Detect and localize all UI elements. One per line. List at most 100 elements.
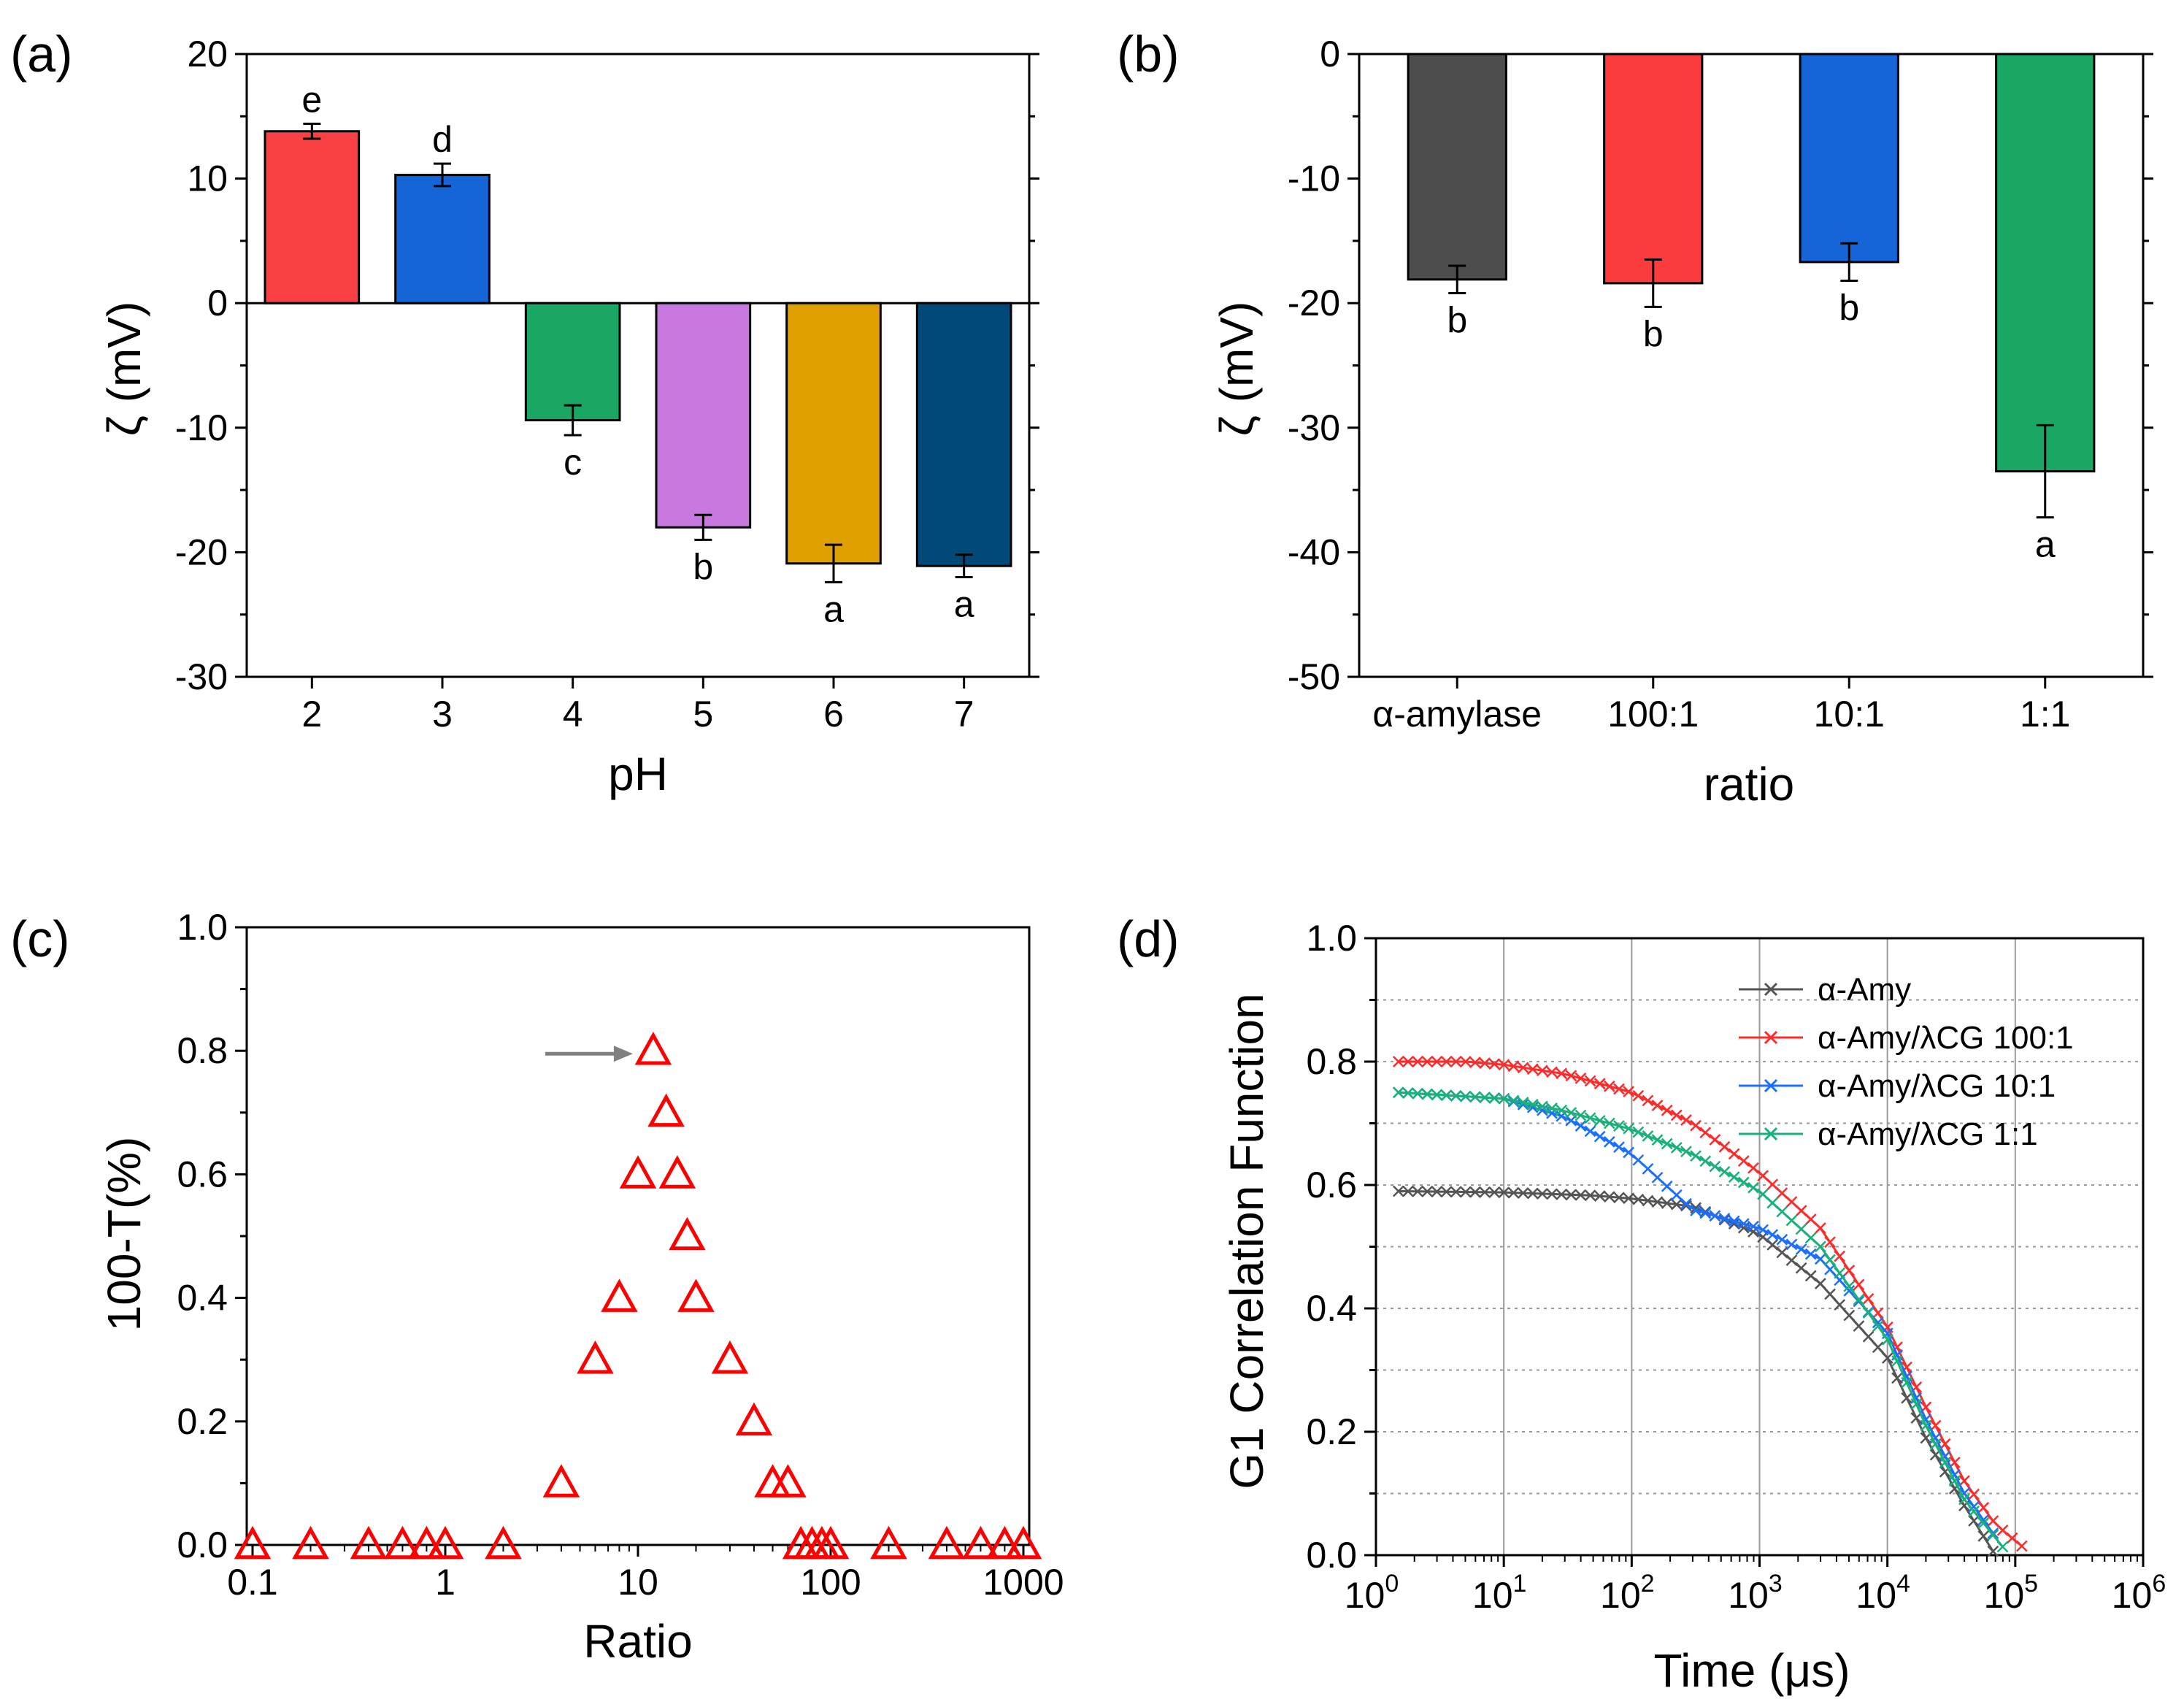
series-marker (1661, 1197, 1673, 1209)
plot-frame (245, 53, 1031, 678)
legend-marker (1764, 1078, 1778, 1093)
legend-label: α-Amy/λCG 10:1 (1818, 1068, 2056, 1104)
series-marker (1603, 1136, 1615, 1148)
data-point-triangle (408, 1525, 445, 1560)
data-point-triangle (1004, 1525, 1042, 1560)
x-tick-exponent: 2 (1641, 1570, 1655, 1598)
data-point-triangle (384, 1525, 421, 1560)
significance-label: b (1839, 287, 1859, 328)
x-tick-label: 0.1 (227, 1562, 278, 1603)
x-tick-base: 10 (1856, 1575, 1896, 1616)
series-marker (1737, 1218, 1750, 1230)
series-marker (1670, 1109, 1683, 1121)
panel-a-axes: -30 -20 -10 0 10 20 2 3 4 5 6 7 (175, 34, 1039, 735)
series-marker (1853, 1294, 1865, 1305)
series-marker (1824, 1254, 1836, 1266)
series-marker (1537, 1188, 1548, 1200)
series-marker (1785, 1196, 1798, 1208)
series-marker (1968, 1488, 1980, 1500)
panel-a-bar-chart: (a) -30 -20 -10 0 10 20 2 3 4 5 6 7 e d c b a a pH ζ (mV… (10, 26, 1039, 800)
series-marker (2006, 1532, 2018, 1544)
series-marker (1872, 1316, 1884, 1329)
series-marker (1958, 1493, 1970, 1506)
panel-b-marks: b b b a (1407, 53, 2096, 565)
series-marker (1632, 1126, 1645, 1138)
x-tick-label: 2 (301, 694, 322, 735)
series-marker (1479, 1186, 1491, 1198)
x-tick-label: 105 (1984, 1570, 2039, 1616)
series-marker (1929, 1419, 1942, 1432)
x-tick-base: 10 (1728, 1575, 1769, 1616)
series-marker (1613, 1083, 1625, 1095)
data-point-triangle (647, 1093, 685, 1127)
series-marker (1556, 1104, 1568, 1116)
series-marker (1517, 1062, 1529, 1074)
series-marker (1881, 1352, 1893, 1364)
series-marker (1996, 1524, 2009, 1536)
series-marker (1661, 1138, 1673, 1150)
data-point-triangle (870, 1525, 907, 1560)
legend-marker (1764, 1127, 1778, 1141)
series-marker (1574, 1120, 1587, 1132)
series-marker (1785, 1254, 1798, 1267)
x-tick-label: 1000 (983, 1562, 1064, 1603)
panel-d-label: (d) (1117, 910, 1180, 967)
series-marker (1498, 1092, 1510, 1105)
y-tick-label: 10 (187, 158, 228, 199)
series-marker (1642, 1194, 1654, 1207)
x-tick-exponent: 0 (1385, 1570, 1399, 1598)
series-marker (1804, 1270, 1817, 1282)
series-marker (1737, 1155, 1750, 1167)
series-marker (1977, 1514, 1990, 1526)
x-tick-base: 10 (1600, 1575, 1641, 1616)
data-point-triangle (634, 1032, 672, 1065)
series-marker (1651, 1196, 1664, 1208)
data-point-triangle (812, 1525, 850, 1560)
data-point-triangle (962, 1525, 999, 1560)
y-tick-label: 1.0 (177, 907, 228, 948)
series-marker (1459, 1056, 1472, 1067)
x-tick-label: α-amylase (1372, 694, 1542, 735)
x-tick-label: 100 (800, 1562, 861, 1603)
series-marker (1766, 1239, 1779, 1251)
series-marker (1603, 1191, 1615, 1203)
series-marker (1680, 1197, 1692, 1210)
series-marker (1776, 1246, 1788, 1259)
panel-a-y-axis-title: ζ (mV) (98, 302, 150, 437)
y-tick-label: -30 (1288, 407, 1340, 448)
series-marker (1747, 1181, 1759, 1194)
series-marker (1747, 1220, 1759, 1232)
series-marker (1537, 1100, 1548, 1113)
series-marker (1757, 1224, 1769, 1236)
bar (915, 302, 1012, 567)
significance-label: a (823, 588, 844, 629)
panel-b-x-axis-title: ratio (1704, 758, 1795, 810)
panel-c-x-axis-title: Ratio (583, 1615, 692, 1668)
series-marker (1834, 1250, 1846, 1262)
series-marker (1661, 1104, 1673, 1116)
panel-c-marks (234, 1032, 1042, 1560)
series-marker (1920, 1419, 1932, 1432)
series-marker (1507, 1186, 1520, 1199)
series-marker (1412, 1056, 1424, 1067)
series-marker (1488, 1092, 1501, 1104)
panel-b-bar-chart: (b) -50 -40 -30 -20 -10 0 α-amylase 100:1 10:1 1:… (1117, 26, 2153, 810)
series-marker (1776, 1187, 1788, 1200)
series-marker (1498, 1059, 1510, 1071)
series-marker (1421, 1056, 1434, 1067)
series-marker (1603, 1117, 1615, 1130)
series-marker (1862, 1330, 1875, 1343)
x-tick-exponent: 4 (1896, 1570, 1910, 1598)
y-tick-label: -10 (1288, 158, 1340, 199)
series-marker (1556, 1067, 1568, 1080)
x-tick-label: 102 (1600, 1570, 1655, 1616)
bar (655, 302, 752, 529)
series-marker (1526, 1187, 1539, 1200)
x-tick-label: 103 (1728, 1570, 1783, 1616)
series-marker (1574, 1109, 1587, 1121)
series-marker (1968, 1515, 1980, 1527)
series-marker (1402, 1056, 1414, 1067)
series-marker (1680, 1114, 1692, 1126)
series-marker (1757, 1170, 1769, 1182)
series-marker (1670, 1141, 1683, 1154)
